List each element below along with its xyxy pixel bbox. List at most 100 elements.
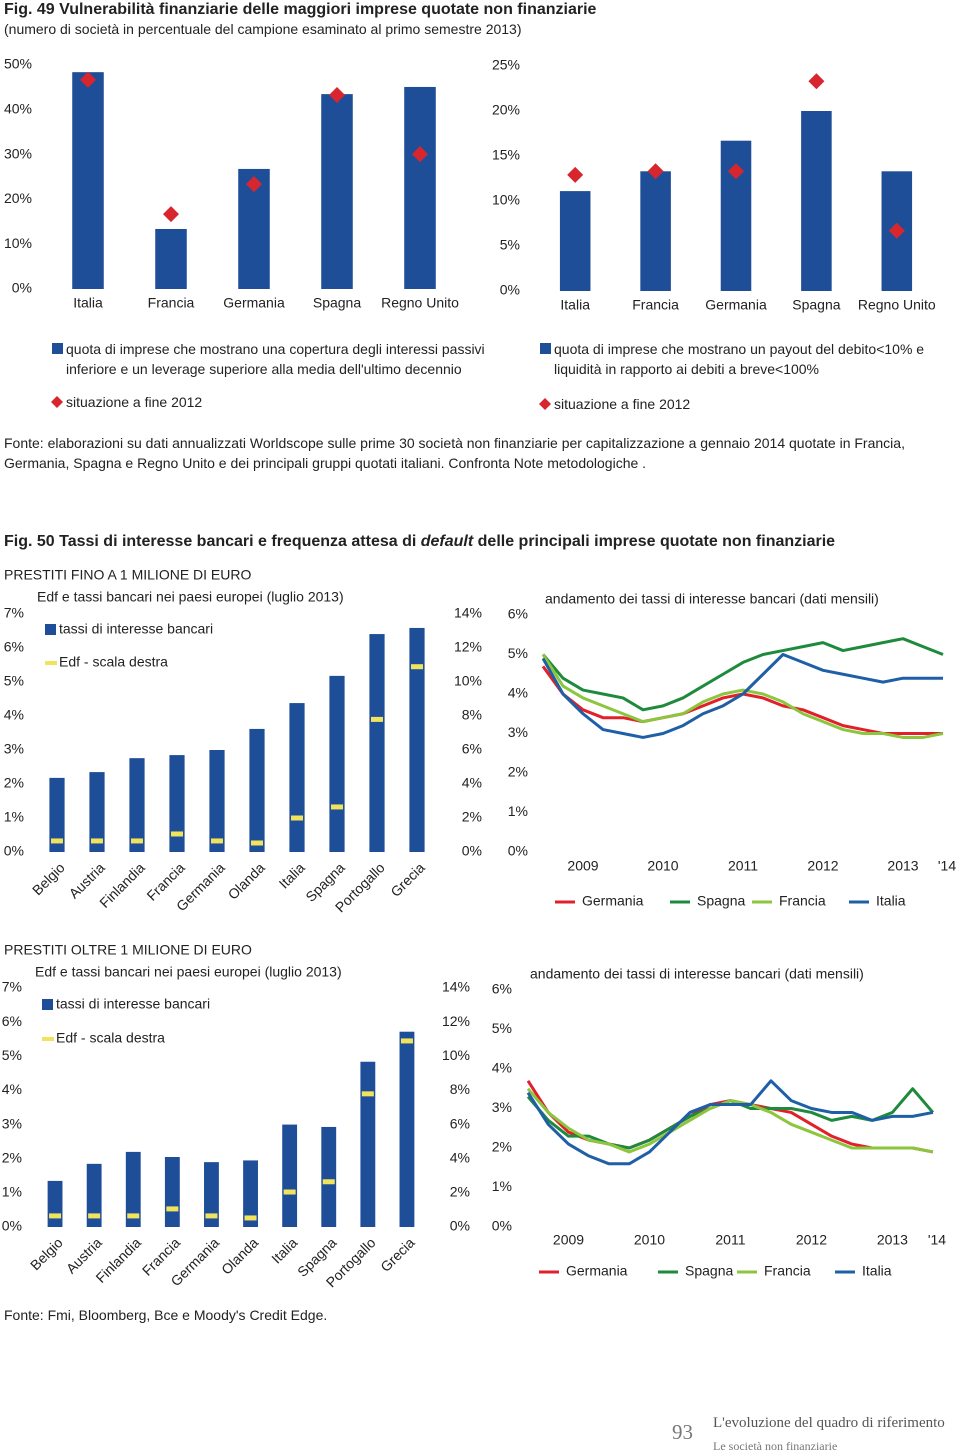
legend-label: Edf - scala destra [56, 1030, 165, 1046]
fig-title: Fig. 50 Tassi di interesse bancari e fre… [4, 532, 835, 552]
x-tick-label: 2011 [728, 858, 758, 874]
title-part: Fig. 50 Tassi di interesse bancari e fre… [4, 533, 421, 550]
legend-symbol [45, 661, 57, 665]
legend-label: situazione a fine 2012 [554, 396, 691, 412]
bar [49, 777, 65, 852]
y-tick-label: 0% [4, 843, 24, 859]
chart-title: andamento dei tassi di interesse bancari… [530, 966, 864, 982]
y-tick-label: 0% [12, 280, 32, 296]
diamond-marker [329, 87, 345, 104]
y-tick-label: 3% [2, 1115, 22, 1131]
y-tick-label: 1% [2, 1184, 22, 1200]
y-tick-label: 3% [492, 1099, 512, 1115]
y-tick-label: 6% [2, 1013, 22, 1029]
x-tick-label: Germania [223, 295, 285, 311]
y-tick-label: 5% [492, 1020, 512, 1036]
y-tick-label: 3% [508, 724, 528, 740]
y-tick-label: 5% [4, 673, 24, 689]
y-tick-label: 2% [508, 764, 528, 780]
x-tick-label: 2012 [807, 858, 838, 874]
bar [321, 1126, 337, 1227]
diamond-marker [647, 163, 664, 180]
legend-symbol [51, 396, 63, 408]
section-heading: PRESTITI OLTRE 1 MILIONE DI EURO [4, 942, 252, 958]
y2-tick-label: 8% [462, 707, 482, 723]
y-tick-label: 6% [508, 606, 528, 622]
y-tick-label: 5% [508, 645, 528, 661]
edf-marker [283, 1189, 296, 1195]
y-tick-label: 40% [4, 101, 32, 117]
bar [129, 758, 145, 852]
y-tick-label: 7% [4, 605, 24, 621]
y-tick-label: 4% [2, 1081, 22, 1097]
series-line [541, 653, 943, 739]
y-tick-label: 1% [492, 1178, 512, 1194]
bar [404, 86, 436, 290]
y-tick-label: 4% [508, 685, 528, 701]
bar [169, 755, 185, 852]
y-tick-label: 1% [508, 803, 528, 819]
legend-label: Francia [764, 1263, 811, 1279]
y2-tick-label: 2% [450, 1184, 470, 1200]
bar [155, 228, 187, 289]
x-tick-label: Spagna [313, 295, 361, 311]
x-tick-label: 2011 [715, 1232, 745, 1248]
fig-subtitle: (numero di società in percentuale del ca… [4, 21, 522, 37]
y2-tick-label: 6% [462, 741, 482, 757]
title-part: delle principali imprese quotate non fin… [473, 533, 836, 550]
y2-tick-label: 0% [450, 1218, 470, 1234]
diamond-marker [888, 222, 905, 239]
bar [289, 703, 305, 852]
running-section: Le società non finanziarie [713, 1439, 838, 1453]
y-tick-label: 25% [492, 57, 520, 73]
x-tick-label: Grecia [377, 1234, 418, 1275]
y2-tick-label: 10% [442, 1047, 470, 1063]
bar [282, 1124, 298, 1227]
x-tick-label: Germania [705, 297, 767, 313]
x-tick-label: Olanda [224, 859, 267, 902]
y2-tick-label: 4% [450, 1149, 470, 1165]
y-tick-label: 30% [4, 145, 32, 161]
diamond-marker [412, 146, 428, 163]
legend-label: Italia [862, 1263, 892, 1279]
x-tick-label: Italia [276, 859, 308, 891]
bar [640, 171, 671, 291]
edf-marker [400, 1038, 413, 1044]
legend-label: Francia [779, 893, 826, 909]
x-tick-label: Italia [560, 297, 590, 313]
legend-label: quota di imprese che mostrano una copert… [66, 341, 485, 377]
bar [360, 1061, 376, 1227]
x-tick-label: Regno Unito [858, 297, 936, 313]
legend-label: tassi di interesse bancari [56, 996, 210, 1012]
legend-symbol [540, 343, 551, 354]
x-tick-label: Italia [268, 1234, 300, 1266]
y2-tick-label: 4% [462, 775, 482, 791]
legend-label: quota di imprese che mostrano un payout … [554, 341, 925, 377]
edf-marker [166, 1206, 179, 1212]
bar [89, 772, 105, 852]
legend-symbol [42, 999, 53, 1010]
y-tick-label: 4% [492, 1060, 512, 1076]
edf-marker [361, 1091, 374, 1097]
bar [321, 94, 353, 290]
bar [243, 1160, 258, 1227]
edf-marker [251, 840, 263, 846]
legend-label: Germania [566, 1263, 628, 1279]
y2-tick-label: 10% [454, 673, 482, 689]
bar [164, 1157, 180, 1227]
bar [86, 1163, 102, 1227]
chart-title: Edf e tassi bancari nei paesi europei (l… [37, 589, 344, 605]
x-tick-label: 2010 [647, 858, 678, 874]
x-tick-label: Francia [148, 295, 195, 311]
legend-label: situazione a fine 2012 [66, 394, 203, 410]
chart-title: Edf e tassi bancari nei paesi europei (l… [35, 964, 342, 980]
bar [47, 1180, 63, 1227]
x-tick-label: 2010 [634, 1232, 665, 1248]
bar [399, 1031, 415, 1227]
bar [409, 627, 425, 852]
y-tick-label: 6% [4, 639, 24, 655]
y-tick-label: 6% [492, 981, 512, 997]
page-number: 93 [672, 1420, 693, 1444]
x-tick-label: Olanda [218, 1234, 261, 1277]
x-tick-label: Italia [73, 295, 103, 311]
